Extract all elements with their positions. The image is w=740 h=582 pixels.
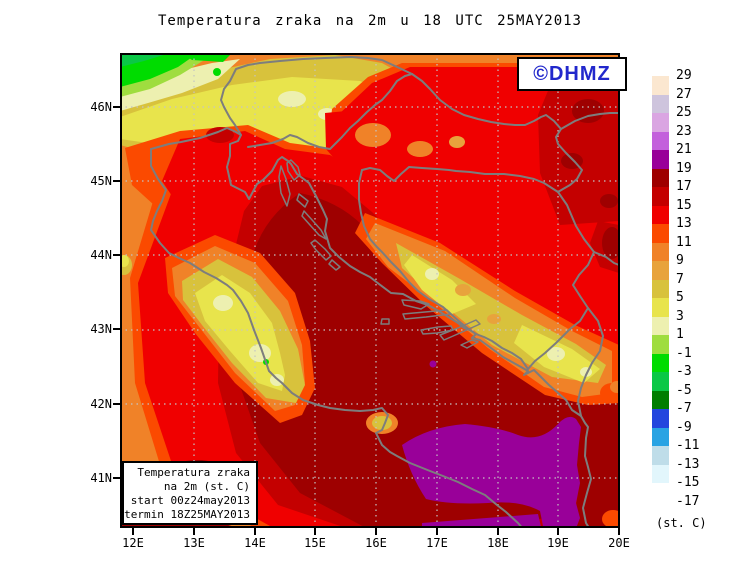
lon-tick <box>375 528 377 535</box>
colorbar-label: -9 <box>676 419 692 435</box>
lat-tick <box>113 180 120 182</box>
lon-tick <box>618 528 620 535</box>
colorbar-label: -15 <box>676 475 700 490</box>
lon-label: 13E <box>183 536 205 550</box>
colorbar-label: 23 <box>676 123 692 139</box>
colorbar-label: 29 <box>676 68 692 83</box>
lon-tick <box>557 528 559 535</box>
colorbar-swatch <box>652 224 669 243</box>
lat-label: 41N <box>90 471 112 485</box>
lon-label: 16E <box>365 536 387 550</box>
colorbar-swatch <box>652 464 669 483</box>
colorbar-label: -17 <box>676 493 700 509</box>
colorbar-label: 13 <box>676 216 692 231</box>
colorbar-swatch <box>652 261 669 280</box>
colorbar-label: 7 <box>676 271 684 287</box>
coastline-paths <box>150 127 592 528</box>
lon-label: 17E <box>426 536 448 550</box>
map-area <box>120 53 620 528</box>
map-frame-border <box>120 53 620 528</box>
colorbar-label: -1 <box>676 345 692 361</box>
colorbar-label: -7 <box>676 401 692 416</box>
lon-tick <box>254 528 256 535</box>
forecast-info-box: Temperatura zraka na 2m (st. C) start 00… <box>122 461 258 525</box>
lon-label: 12E <box>122 536 144 550</box>
dhmz-logo: ©DHMZ <box>517 57 627 91</box>
colorbar-swatch <box>652 372 669 391</box>
colorbar-unit-label: (st. C) <box>656 516 707 530</box>
purple-spot <box>429 360 437 368</box>
dhmz-logo-text: ©DHMZ <box>533 62 611 85</box>
island-outlines <box>278 159 481 349</box>
page-title: Temperatura zraka na 2m u 18 UTC 25MAY20… <box>157 13 582 29</box>
colorbar-swatch <box>652 409 669 428</box>
colorbar-swatch <box>652 298 669 317</box>
colorbar-label: 5 <box>676 290 684 305</box>
lon-label: 15E <box>304 536 326 550</box>
colorbar-swatch <box>652 168 669 187</box>
colorbar-swatch <box>652 353 669 372</box>
colorbar-label: 17 <box>676 179 692 194</box>
lat-tick <box>113 403 120 405</box>
colorbar-label: -3 <box>676 364 692 379</box>
colorbar-swatch <box>652 279 669 298</box>
colorbar-swatch <box>652 483 669 502</box>
lat-label: 44N <box>90 248 112 262</box>
lat-label: 42N <box>90 397 112 411</box>
colorbar-swatch <box>652 316 669 335</box>
colorbar-swatch <box>652 150 669 169</box>
colorbar-swatch <box>652 76 669 95</box>
colorbar-swatch <box>652 390 669 409</box>
colorbar-label: -5 <box>676 382 692 398</box>
colorbar-label: 11 <box>676 234 692 250</box>
colorbar-label: 21 <box>676 142 692 157</box>
colorbar-swatch <box>652 131 669 150</box>
lon-tick <box>436 528 438 535</box>
colorbar-swatch <box>652 187 669 206</box>
colorbar-label: 19 <box>676 160 692 176</box>
temperature-colorbar: 29 27 25 23 21 19 17 15 13 11 9 7 5 3 1 -1 -3 -5 -7 -9 -11 -1… <box>652 68 722 521</box>
lat-tick <box>113 328 120 330</box>
colorbar-label: 1 <box>676 327 684 342</box>
info-line-1: Temperatura zraka <box>137 466 250 479</box>
info-line-4: termin 18Z25MAY2013 <box>124 508 250 521</box>
colorbar-label: -13 <box>676 456 700 472</box>
colorbar-label: -11 <box>676 438 700 453</box>
colorbar-swatch <box>652 113 669 132</box>
info-line-2: na 2m (st. C) <box>163 480 250 493</box>
lon-tick <box>314 528 316 535</box>
lon-tick <box>132 528 134 535</box>
colorbar-label: 3 <box>676 308 684 324</box>
lon-label: 14E <box>244 536 266 550</box>
lat-tick <box>113 254 120 256</box>
colorbar-swatch <box>652 427 669 446</box>
colorbar-swatch <box>652 205 669 224</box>
lon-tick <box>497 528 499 535</box>
apennine-cool-band <box>120 235 398 434</box>
lon-tick <box>193 528 195 535</box>
colorbar-swatch <box>652 94 669 113</box>
lat-label: 46N <box>90 100 112 114</box>
albania-east-patches <box>600 381 620 528</box>
colorbar-label: 15 <box>676 197 692 213</box>
lat-tick <box>113 106 120 108</box>
lon-label: 18E <box>487 536 509 550</box>
colorbar-label: 27 <box>676 86 692 102</box>
temperature-field-svg <box>120 53 620 528</box>
info-line-3: start 00z24may2013 <box>130 494 250 507</box>
lat-tick <box>113 477 120 479</box>
colorbar-swatch <box>652 242 669 261</box>
colorbar-label: 9 <box>676 253 684 268</box>
lon-label: 20E <box>608 536 630 550</box>
lat-label: 45N <box>90 174 112 188</box>
lat-label: 43N <box>90 322 112 336</box>
colorbar-label: 25 <box>676 105 692 120</box>
colorbar-swatch <box>652 335 669 354</box>
colorbar-swatch <box>652 446 669 465</box>
lon-label: 19E <box>547 536 569 550</box>
dinaric-cool-band <box>355 123 619 405</box>
